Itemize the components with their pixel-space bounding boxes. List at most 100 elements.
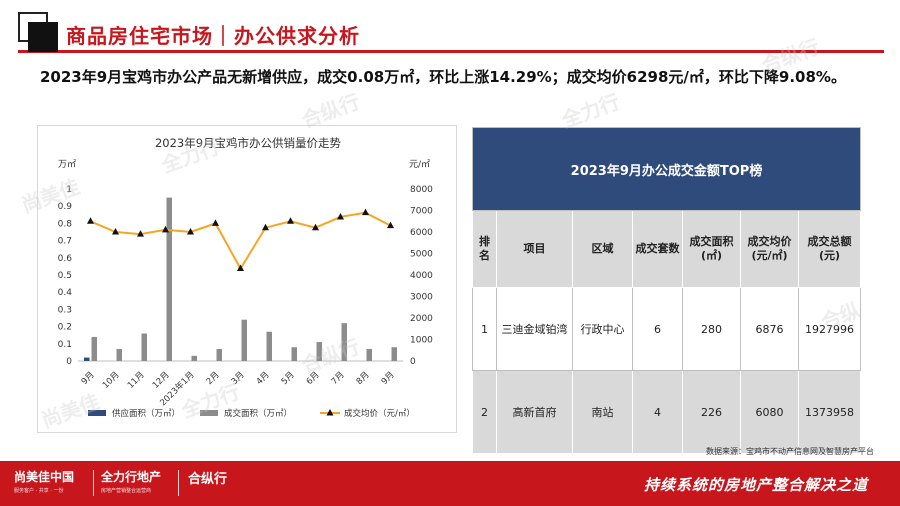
table-row: 1 三迪金域铂湾 行政中心 6 280 6876 1927996 [472, 287, 861, 371]
x-tick-label: 5月 [280, 370, 297, 387]
y-left-tick-label: 0.3 [58, 305, 72, 315]
top-table-panel: 2023年9月办公成交金额TOP榜 排名 项目 区域 成交套数 成交面积(㎡) … [472, 127, 861, 454]
deal-area-bar [366, 348, 372, 361]
x-tick-label: 4月 [255, 370, 272, 387]
page-title: 商品房住宅市场｜办公供求分析 [66, 24, 360, 48]
x-tick-label: 3月 [230, 370, 247, 387]
y-right-tick-label: 5000 [410, 250, 433, 260]
deal-area-bar [141, 333, 147, 361]
cell-units: 6 [632, 287, 683, 371]
table-row: 2 高新首府 南站 4 226 6080 1373958 [472, 370, 861, 454]
x-tick-label: 8月 [355, 370, 372, 387]
y-left-tick-label: 0.5 [58, 271, 72, 281]
y-left-tick-label: 0.1 [58, 340, 72, 350]
y-right-tick-label: 1000 [410, 336, 433, 346]
deal-area-bar [391, 347, 397, 361]
y-right-tick-label: 2000 [410, 314, 433, 324]
footer-slogan: 持续系统的房地产整合解决之道 [643, 476, 868, 494]
x-tick-label: 10月 [101, 370, 122, 391]
cell-size: 226 [682, 370, 741, 454]
chart-panel: 2023年9月宝鸡市办公供销量价走势万㎡ 元/㎡ 0 0.1 0.2 0.3 0.4 0.5 0… [37, 125, 457, 433]
avg-price-point [87, 217, 94, 224]
footer-logo-shangmeijia: 尚美佳中国 [14, 470, 75, 484]
cell-total: 1373958 [798, 370, 861, 454]
x-tick-label: 9月 [80, 370, 97, 387]
y-left-tick-label: 0.4 [58, 288, 73, 298]
deal-area-bar [166, 197, 172, 361]
footer-separator [93, 470, 94, 496]
avg-price-point [137, 230, 144, 237]
footer-bar: 尚美佳中国 服务客户 · 共享 · 一份 全力行地产 房地产营销整合运营商 合纵… [0, 461, 900, 506]
avg-price-point [287, 217, 294, 224]
deal-area-bar [241, 319, 247, 361]
cell-area: 南站 [572, 370, 633, 454]
col-header-units: 成交套数 [632, 210, 683, 288]
footer-logo-quanlixing: 全力行地产 [101, 470, 162, 484]
avg-price-point [112, 228, 119, 235]
table-title: 2023年9月办公成交金额TOP榜 [472, 127, 861, 211]
col-header-project: 项目 [496, 210, 573, 288]
col-header-size: 成交面积(㎡) [682, 210, 741, 288]
cell-units: 4 [632, 370, 683, 454]
cell-avg-price: 6876 [740, 287, 799, 371]
chart-title: 2023年9月宝鸡市办公供销量价走势 [155, 136, 342, 150]
y-left-tick-label: 0.2 [58, 323, 72, 333]
data-source-note: 数据来源：宝鸡市不动产信息网及智慧房产平台 [706, 447, 874, 456]
header-square-icon [28, 22, 58, 52]
avg-price-point [237, 264, 244, 272]
y-left-tick-label: 0.9 [58, 202, 73, 212]
col-header-area: 区域 [572, 210, 633, 288]
supply-bar [84, 357, 90, 361]
summary-text: 2023年9月宝鸡市办公产品无新增供应，成交0.08万㎡，环比上涨14.29%；… [40, 68, 846, 86]
x-tick-label: 2月 [205, 370, 222, 387]
avg-price-point [387, 221, 394, 229]
avg-price-point [337, 212, 344, 220]
deal-area-bar [291, 347, 297, 361]
cell-project: 三迪金域铂湾 [496, 287, 573, 371]
deal-area-bar [216, 348, 222, 361]
deal-area-bar [341, 323, 347, 361]
y-left-tick-label: 0.6 [58, 254, 73, 264]
col-header-rank: 排名 [472, 210, 497, 288]
legend-label: 成交均价（元/㎡） [344, 408, 415, 419]
avg-price-point [362, 208, 369, 216]
deal-area-bar [191, 355, 197, 361]
x-tick-label: 7月 [330, 370, 347, 387]
y-right-unit: 元/㎡ [409, 159, 430, 170]
cell-rank: 1 [472, 287, 497, 371]
y-left-unit: 万㎡ [58, 159, 76, 170]
footer-logo-hezongxing: 合纵行 [188, 472, 228, 487]
col-header-total: 成交总额(元) [798, 210, 861, 288]
cell-size: 280 [682, 287, 741, 371]
avg-price-point [262, 223, 269, 231]
x-tick-label: 9月 [380, 370, 397, 387]
avg-price-point [212, 219, 219, 226]
legend-label: 供应面积（万㎡） [112, 408, 180, 419]
y-right-tick-label: 3000 [410, 293, 433, 303]
deal-area-bar [91, 336, 97, 361]
footer-logo-shangmeijia-tagline: 服务客户 · 共享 · 一份 [14, 488, 64, 494]
legend-swatch [88, 410, 106, 416]
cell-avg-price: 6080 [740, 370, 799, 454]
x-tick-label: 12月 [151, 370, 172, 391]
x-tick-label: 6月 [305, 370, 322, 387]
cell-rank: 2 [472, 370, 497, 454]
x-tick-label: 11月 [126, 370, 147, 391]
top-deals-table: 2023年9月办公成交金额TOP榜 排名 项目 区域 成交套数 成交面积(㎡) … [472, 127, 861, 454]
y-right-tick-label: 0 [410, 357, 416, 367]
avg-price-point [312, 223, 319, 231]
cell-project: 高新首府 [496, 370, 573, 454]
footer-separator [178, 470, 179, 496]
y-right-tick-label: 8000 [410, 185, 433, 195]
y-left-tick-label: 1 [66, 185, 72, 195]
y-left-tick-label: 0.8 [58, 219, 73, 229]
legend-label: 成交面积（万㎡） [224, 408, 292, 419]
cell-total: 1927996 [798, 287, 861, 371]
y-left-tick-label: 0 [66, 357, 72, 367]
y-left-tick-label: 0.7 [58, 237, 72, 247]
cell-area: 行政中心 [572, 287, 633, 371]
avg-price-point [162, 225, 169, 233]
deal-area-bar [316, 342, 322, 361]
deal-area-bar [266, 331, 272, 361]
avg-price-point [187, 228, 194, 235]
